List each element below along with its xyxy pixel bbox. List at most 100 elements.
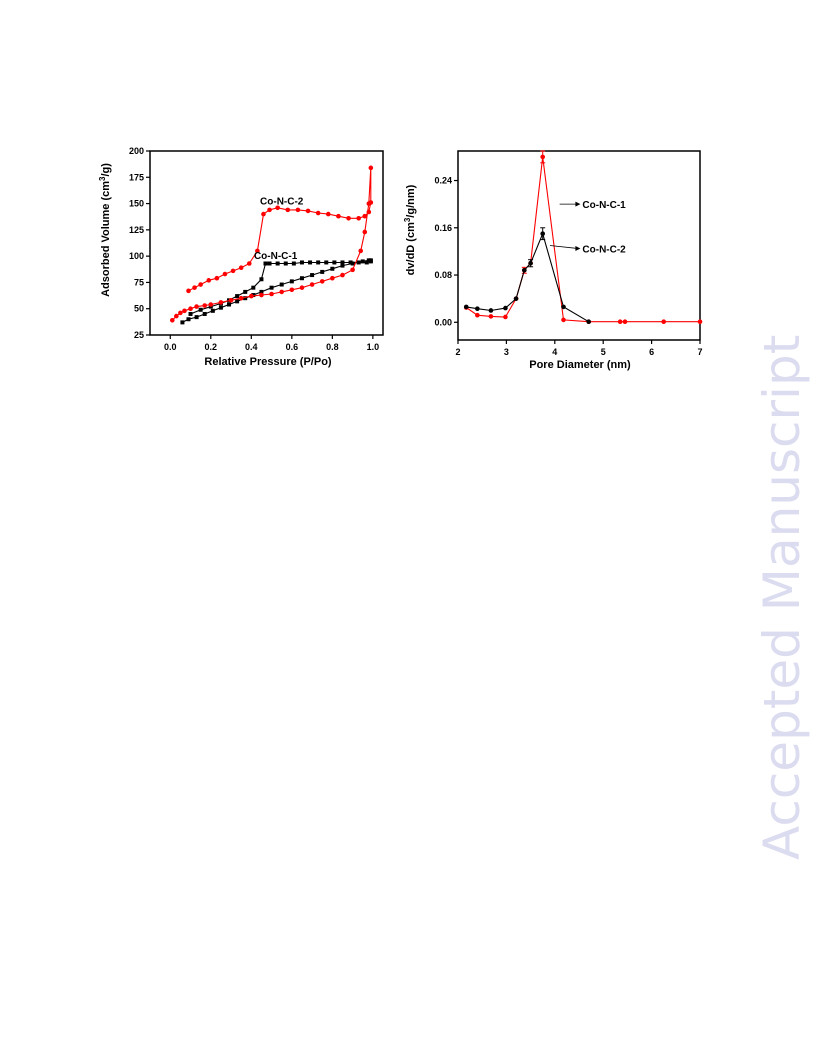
annotation-co-n-c-2: Co-N-C-2 — [582, 244, 626, 255]
point-co-n-c-1 — [622, 319, 628, 324]
point-co-n-c-2 — [198, 282, 203, 287]
point-co-n-c-2 — [540, 231, 545, 236]
xlabel-isotherm: Relative Pressure (P/Po) — [204, 356, 332, 368]
point-co-n-c-2 — [188, 306, 193, 312]
point-co-n-c-1 — [475, 312, 480, 318]
point-co-n-c-1 — [202, 311, 207, 316]
annotation-arrow-line — [549, 245, 578, 249]
y-tick-label: 200 — [129, 146, 144, 156]
y-tick-label: 125 — [129, 225, 144, 235]
point-co-n-c-1 — [218, 305, 223, 310]
point-co-n-c-2 — [513, 296, 519, 301]
point-co-n-c-2 — [261, 211, 266, 217]
point-co-n-c-2 — [299, 285, 305, 290]
point-co-n-c-1 — [188, 311, 193, 316]
point-co-n-c-1 — [279, 282, 284, 287]
annotation-co-n-c-2: Co-N-C-2 — [260, 196, 304, 207]
point-co-n-c-1 — [299, 260, 304, 265]
accepted-manuscript-watermark: Accepted Manuscript — [742, 270, 816, 870]
point-co-n-c-2 — [325, 211, 331, 217]
point-co-n-c-2 — [214, 275, 220, 281]
point-co-n-c-2 — [289, 287, 295, 293]
point-co-n-c-2 — [192, 285, 197, 290]
watermark-text: Accepted Manuscript — [753, 335, 811, 860]
x-tick-label: 5 — [601, 347, 606, 357]
point-co-n-c-2 — [295, 207, 301, 213]
point-co-n-c-2 — [269, 291, 274, 297]
point-co-n-c-2 — [279, 289, 284, 295]
point-co-n-c-1 — [243, 296, 248, 301]
point-co-n-c-2 — [340, 272, 345, 278]
point-co-n-c-1 — [561, 317, 566, 323]
point-co-n-c-1 — [697, 319, 703, 324]
annotation-co-n-c-1: Co-N-C-1 — [254, 251, 298, 262]
point-co-n-c-2 — [267, 207, 272, 213]
y-tick-label: 50 — [134, 304, 144, 314]
point-co-n-c-1 — [617, 319, 623, 324]
point-co-n-c-2 — [194, 304, 199, 309]
plot-frame — [149, 150, 384, 336]
x-tick-label: 3 — [504, 347, 509, 357]
point-co-n-c-1 — [356, 260, 361, 265]
point-co-n-c-1 — [324, 260, 329, 265]
point-co-n-c-2 — [368, 200, 374, 205]
point-co-n-c-2 — [169, 317, 175, 323]
point-co-n-c-2 — [275, 205, 280, 211]
point-co-n-c-1 — [251, 285, 256, 290]
point-co-n-c-2 — [503, 305, 508, 311]
point-co-n-c-2 — [561, 304, 566, 310]
point-co-n-c-1 — [366, 258, 371, 263]
xlabel-pore: Pore Diameter (nm) — [529, 359, 631, 371]
y-tick-label: 25 — [134, 330, 144, 340]
x-tick-label: 6 — [649, 347, 654, 357]
point-co-n-c-1 — [320, 269, 325, 274]
point-co-n-c-2 — [285, 207, 291, 213]
point-co-n-c-1 — [316, 260, 321, 265]
point-co-n-c-1 — [235, 299, 240, 304]
point-co-n-c-2 — [238, 265, 244, 271]
x-tick-label: 4 — [552, 347, 557, 357]
series-line-co-n-c-1 — [465, 156, 700, 323]
point-co-n-c-1 — [269, 285, 274, 290]
point-co-n-c-1 — [540, 154, 545, 160]
point-co-n-c-2 — [368, 165, 374, 171]
point-co-n-c-1 — [243, 289, 248, 294]
point-co-n-c-1 — [235, 294, 240, 299]
point-co-n-c-1 — [330, 266, 335, 271]
point-co-n-c-1 — [368, 259, 373, 264]
point-co-n-c-1 — [348, 260, 353, 265]
point-co-n-c-2 — [356, 215, 361, 221]
point-co-n-c-2 — [174, 313, 179, 319]
point-co-n-c-2 — [362, 213, 368, 219]
point-co-n-c-2 — [249, 293, 254, 299]
chart-isotherm-svg: Adsorbed Volume (cm3/g) Relative Pressur… — [98, 146, 384, 368]
chart-isotherm: Adsorbed Volume (cm3/g) Relative Pressur… — [98, 140, 396, 375]
point-co-n-c-2 — [319, 279, 325, 284]
point-co-n-c-2 — [202, 303, 208, 308]
annotation-arrow-head — [575, 201, 581, 207]
point-co-n-c-2 — [528, 260, 533, 266]
x-tick-label: 0.2 — [205, 342, 218, 352]
point-co-n-c-2 — [222, 271, 228, 277]
point-co-n-c-1 — [340, 260, 345, 265]
point-co-n-c-2 — [309, 282, 315, 287]
series-line-co-n-c-1 — [182, 259, 372, 323]
point-co-n-c-2 — [475, 306, 480, 311]
x-tick-label: 0.6 — [286, 342, 299, 352]
x-tick-label: 7 — [697, 347, 702, 357]
annotation-co-n-c-1: Co-N-C-1 — [582, 200, 626, 211]
point-co-n-c-2 — [522, 268, 527, 273]
series-line-co-n-c-2 — [171, 167, 372, 321]
point-co-n-c-2 — [255, 248, 260, 254]
point-co-n-c-1 — [503, 314, 508, 320]
y-tick-label: 75 — [134, 277, 144, 287]
point-co-n-c-2 — [463, 304, 469, 310]
point-co-n-c-1 — [267, 261, 272, 266]
series-line-co-n-c-2 — [466, 232, 589, 323]
point-co-n-c-1 — [180, 320, 185, 325]
point-co-n-c-2 — [238, 295, 244, 301]
point-co-n-c-2 — [186, 288, 191, 294]
point-co-n-c-2 — [305, 208, 311, 214]
y-tick-label: 150 — [129, 199, 144, 209]
point-co-n-c-2 — [346, 215, 351, 221]
